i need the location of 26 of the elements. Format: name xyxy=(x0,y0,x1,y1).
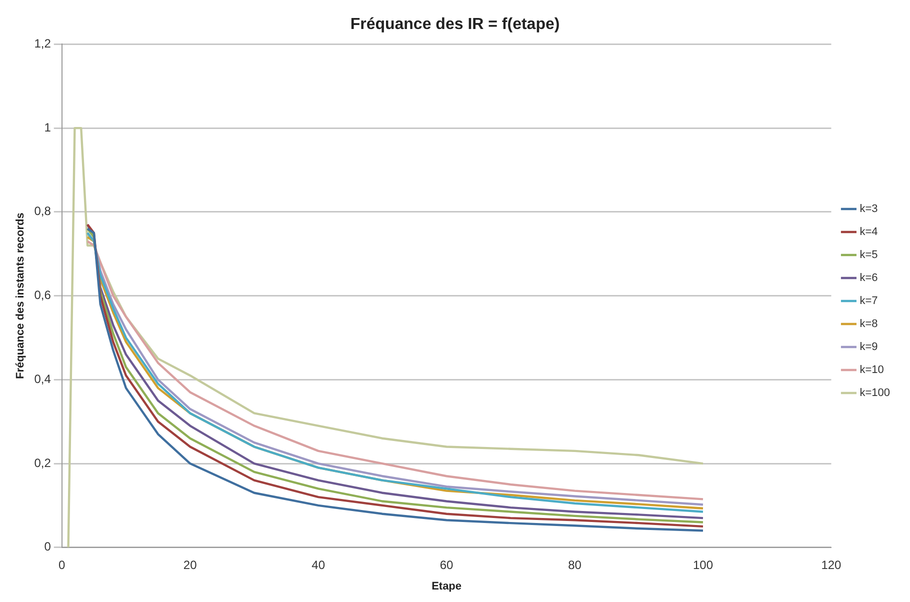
x-tick-label: 0 xyxy=(58,558,66,572)
y-axis-title: Fréquance des instants records xyxy=(14,212,27,379)
y-tick-label: 1 xyxy=(44,120,52,134)
y-tick-label: 0,4 xyxy=(34,372,52,386)
legend-label: k=9 xyxy=(860,341,878,354)
x-tick-label: 40 xyxy=(312,558,326,572)
y-tick-label: 0 xyxy=(44,540,52,554)
legend-label: k=4 xyxy=(860,226,878,238)
legend-label: k=7 xyxy=(860,295,878,308)
legend-label: k=3 xyxy=(860,203,878,216)
x-tick-label: 80 xyxy=(568,558,582,572)
x-tick-label: 60 xyxy=(440,558,454,572)
legend-label: k=5 xyxy=(860,249,878,262)
legend-label: k=8 xyxy=(860,318,878,330)
x-tick-label: 120 xyxy=(821,558,842,572)
y-tick-label: 1,2 xyxy=(34,36,52,51)
x-axis-title: Etape xyxy=(432,580,462,592)
legend-label: k=100 xyxy=(860,387,890,400)
y-tick-label: 0,2 xyxy=(34,456,52,470)
legend-label: k=10 xyxy=(860,364,884,376)
x-tick-label: 100 xyxy=(692,558,714,572)
y-tick-label: 0,6 xyxy=(34,288,52,302)
y-tick-label: 0,8 xyxy=(34,204,52,218)
x-tick-label: 20 xyxy=(183,558,198,572)
legend-label: k=6 xyxy=(860,272,878,284)
chart-title: Fréquance des IR = f(etape) xyxy=(350,16,560,34)
